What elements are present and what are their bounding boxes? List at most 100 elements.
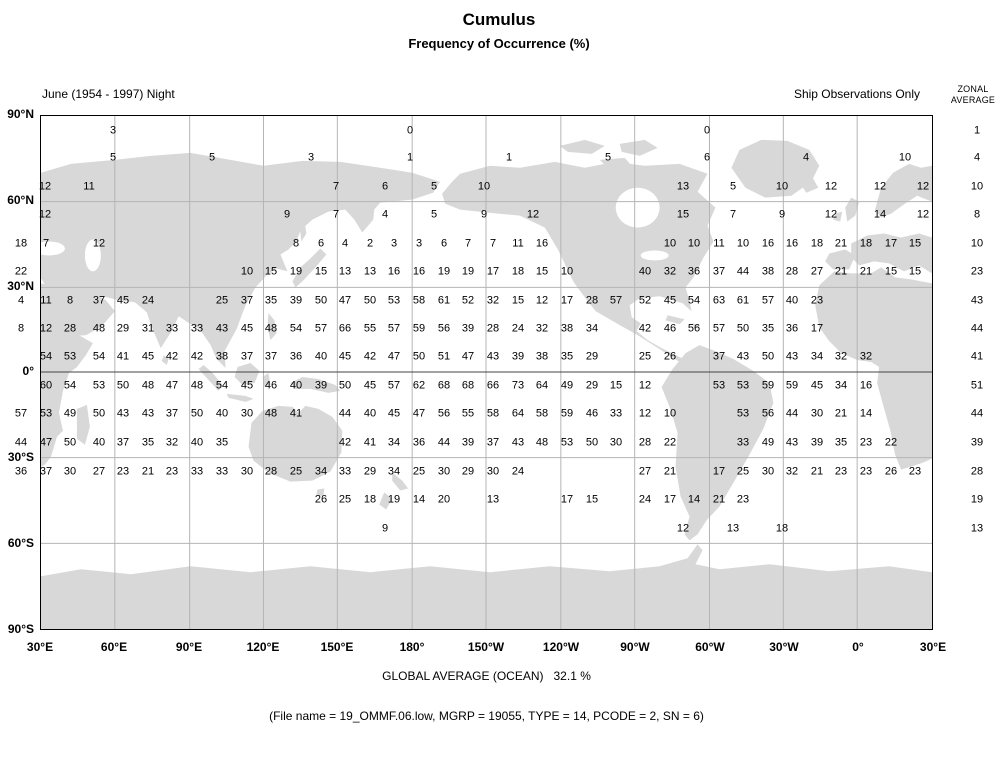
grid-value: 54	[39, 350, 53, 363]
grid-value: 10	[240, 265, 254, 278]
grid-value: 16	[412, 265, 426, 278]
grid-value: 53	[63, 350, 77, 363]
island-madagascar	[76, 404, 90, 445]
grid-value: 12	[38, 208, 52, 221]
region-scandinavia	[875, 163, 932, 218]
grid-value: 30	[437, 465, 451, 478]
grid-value: 48	[264, 322, 278, 335]
region-iberia	[825, 249, 856, 270]
island-sri-lanka	[161, 355, 169, 366]
grid-value: 29	[363, 465, 377, 478]
grid-value: 13	[363, 265, 377, 278]
lon-tick-label: 150°E	[320, 640, 354, 654]
grid-value: 19	[387, 493, 401, 506]
grid-value: 12	[638, 379, 652, 392]
grid-value: 43	[215, 322, 229, 335]
grid-value: 9	[283, 208, 291, 221]
grid-value: 14	[859, 407, 873, 420]
grid-value: 9	[381, 522, 389, 535]
island-new-zealand-south	[379, 492, 393, 510]
grid-value: 27	[810, 265, 824, 278]
grid-value: 15	[884, 265, 898, 278]
grid-value: 0	[703, 124, 711, 137]
grid-value: 7	[464, 237, 472, 250]
grid-value: 54	[215, 379, 229, 392]
grid-value: 6	[703, 151, 711, 164]
grid-value: 25	[736, 465, 750, 478]
continent-south-america	[661, 345, 774, 541]
continent-eurasia	[41, 152, 441, 369]
grid-value: 45	[387, 407, 401, 420]
grid-value: 57	[609, 294, 623, 307]
zonal-average-value: 10	[970, 180, 984, 193]
grid-value: 37	[486, 436, 500, 449]
island-britain	[845, 197, 860, 222]
grid-value: 10	[663, 407, 677, 420]
grid-value: 28	[63, 322, 77, 335]
lat-tick-label: 60°S	[7, 536, 34, 550]
lat-tick-label: 0°	[22, 364, 34, 378]
island-ireland	[833, 211, 843, 222]
grid-value: 4	[802, 151, 810, 164]
grid-value: 30	[486, 465, 500, 478]
grid-value: 21	[663, 465, 677, 478]
grid-value: 17	[663, 493, 677, 506]
grid-value: 37	[712, 350, 726, 363]
grid-value: 40	[314, 350, 328, 363]
grid-value: 9	[480, 208, 488, 221]
grid-value: 23	[810, 294, 824, 307]
grid-value: 58	[535, 407, 549, 420]
grid-value: 5	[109, 151, 117, 164]
grid-value: 32	[834, 350, 848, 363]
grid-value: 46	[585, 407, 599, 420]
grid-value: 59	[785, 379, 799, 392]
grid-value: 32	[859, 350, 873, 363]
grid-value: 12	[824, 180, 838, 193]
grid-value: 23	[859, 465, 873, 478]
grid-value: 24	[511, 322, 525, 335]
grid-value: 10	[775, 180, 789, 193]
grid-value: 22	[884, 436, 898, 449]
grid-value: 7	[489, 237, 497, 250]
grid-value: 3	[109, 124, 117, 137]
grid-value: 33	[190, 322, 204, 335]
lon-tick-label: 120°W	[542, 640, 580, 654]
grid-value: 21	[834, 407, 848, 420]
grid-value: 47	[387, 350, 401, 363]
grid-value: 54	[687, 294, 701, 307]
grid-value: 50	[63, 436, 77, 449]
grid-value: 33	[165, 322, 179, 335]
grid-value: 45	[116, 294, 130, 307]
grid-value: 10	[477, 180, 491, 193]
grid-value: 11	[713, 237, 725, 250]
grid-value: 29	[116, 322, 130, 335]
grid-value: 52	[461, 294, 475, 307]
grid-value: 15	[609, 379, 623, 392]
lon-tick-label: 150°W	[467, 640, 505, 654]
grid-value: 33	[190, 465, 204, 478]
grid-value: 12	[916, 180, 930, 193]
grid-value: 39	[461, 322, 475, 335]
grid-value: 57	[761, 294, 775, 307]
great-lakes	[640, 250, 669, 261]
grid-value: 54	[63, 379, 77, 392]
grid-value: 26	[884, 465, 898, 478]
grid-value: 21	[859, 265, 873, 278]
grid-value: 39	[461, 436, 475, 449]
grid-value: 40	[638, 265, 652, 278]
grid-value: 34	[834, 379, 848, 392]
grid-value: 57	[314, 322, 328, 335]
grid-value: 0	[406, 124, 414, 137]
zonal-average-value: 23	[970, 265, 984, 278]
grid-value: 22	[14, 265, 28, 278]
grid-value: 7	[729, 208, 737, 221]
lon-tick-label: 60°E	[100, 640, 128, 654]
grid-value: 48	[141, 379, 155, 392]
grid-value: 15	[264, 265, 278, 278]
grid-value: 13	[338, 265, 352, 278]
grid-value: 46	[663, 322, 677, 335]
grid-value: 43	[785, 350, 799, 363]
grid-value: 43	[511, 436, 525, 449]
zonal-average-value: 44	[970, 407, 984, 420]
grid-value: 50	[116, 379, 130, 392]
